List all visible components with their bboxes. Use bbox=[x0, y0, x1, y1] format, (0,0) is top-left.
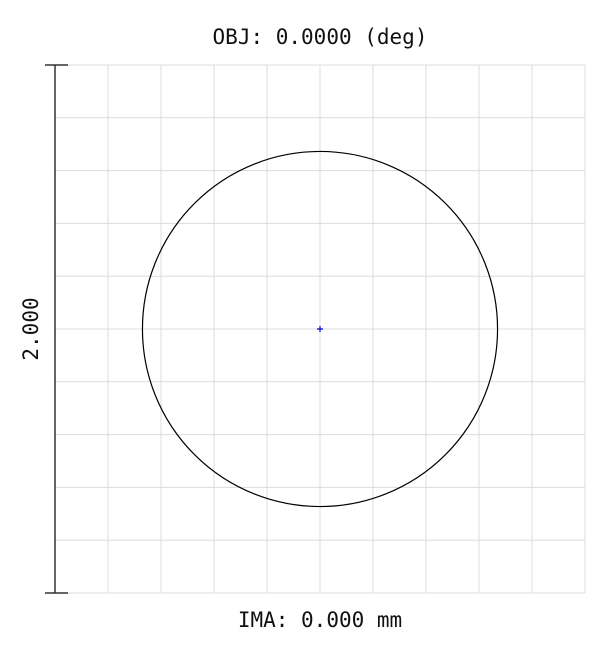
spot-point bbox=[317, 326, 323, 332]
airy-disk bbox=[141, 150, 499, 508]
x-axis-label: IMA: 0.000 mm bbox=[238, 608, 402, 632]
chart-title: OBJ: 0.0000 (deg) bbox=[213, 25, 428, 49]
scale-label: 2.000 bbox=[19, 297, 43, 360]
